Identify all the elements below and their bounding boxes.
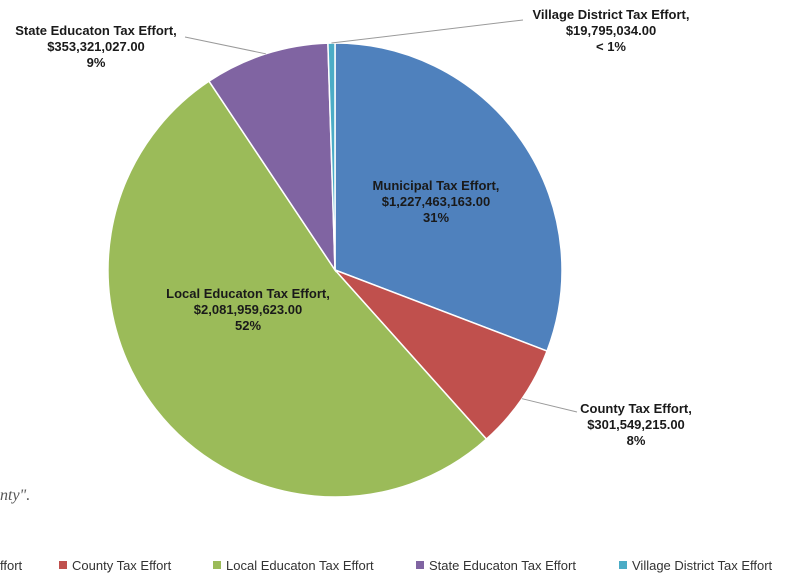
background-page-text: nty".	[0, 487, 30, 504]
legend-swatch-county-tax-effort	[59, 561, 67, 569]
leader-line-village-district-tax-effort	[331, 19, 524, 44]
data-label-county-tax-effort: County Tax Effort, $301,549,215.00 8%	[580, 401, 692, 448]
pie-slice-municipal-tax-effort	[334, 42, 563, 352]
pie-slices	[107, 42, 563, 498]
legend-label-county-tax-effort: County Tax Effort	[72, 558, 172, 573]
data-label-municipal-tax-effort: Municipal Tax Effort, $1,227,463,163.00 31…	[373, 178, 500, 225]
leader-line-county-tax-effort	[521, 398, 578, 413]
legend-label-state-educaton-tax-effort: State Educaton Tax Effort	[429, 558, 576, 573]
legend-swatch-local-educaton-tax-effort	[213, 561, 221, 569]
legend-swatch-state-educaton-tax-effort	[416, 561, 424, 569]
pie-slice-county-tax-effort	[334, 269, 549, 441]
legend-swatch-village-district-tax-effort	[619, 561, 627, 569]
pie-slice-state-educaton-tax-effort	[207, 42, 336, 273]
legend-label-village-district-tax-effort: Village District Tax Effort	[632, 558, 773, 573]
data-label-local-educaton-tax-effort: Local Educaton Tax Effort, $2,081,959,623…	[166, 286, 330, 333]
pie-slice-local-educaton-tax-effort	[107, 80, 488, 498]
leader-lines	[184, 19, 578, 413]
leader-line-state-educaton-tax-effort	[184, 36, 266, 55]
legend-label-partial: ffort	[0, 558, 23, 573]
legend: ffort County Tax Effort Local Educaton Tax…	[0, 558, 773, 573]
data-label-state-educaton-tax-effort: State Educaton Tax Effort, $353,321,027.0…	[15, 23, 177, 70]
data-labels: Municipal Tax Effort, $1,227,463,163.00 31…	[15, 7, 692, 448]
data-label-village-district-tax-effort: Village District Tax Effort, $19,795,034.…	[532, 7, 689, 54]
legend-label-local-educaton-tax-effort: Local Educaton Tax Effort	[226, 558, 374, 573]
